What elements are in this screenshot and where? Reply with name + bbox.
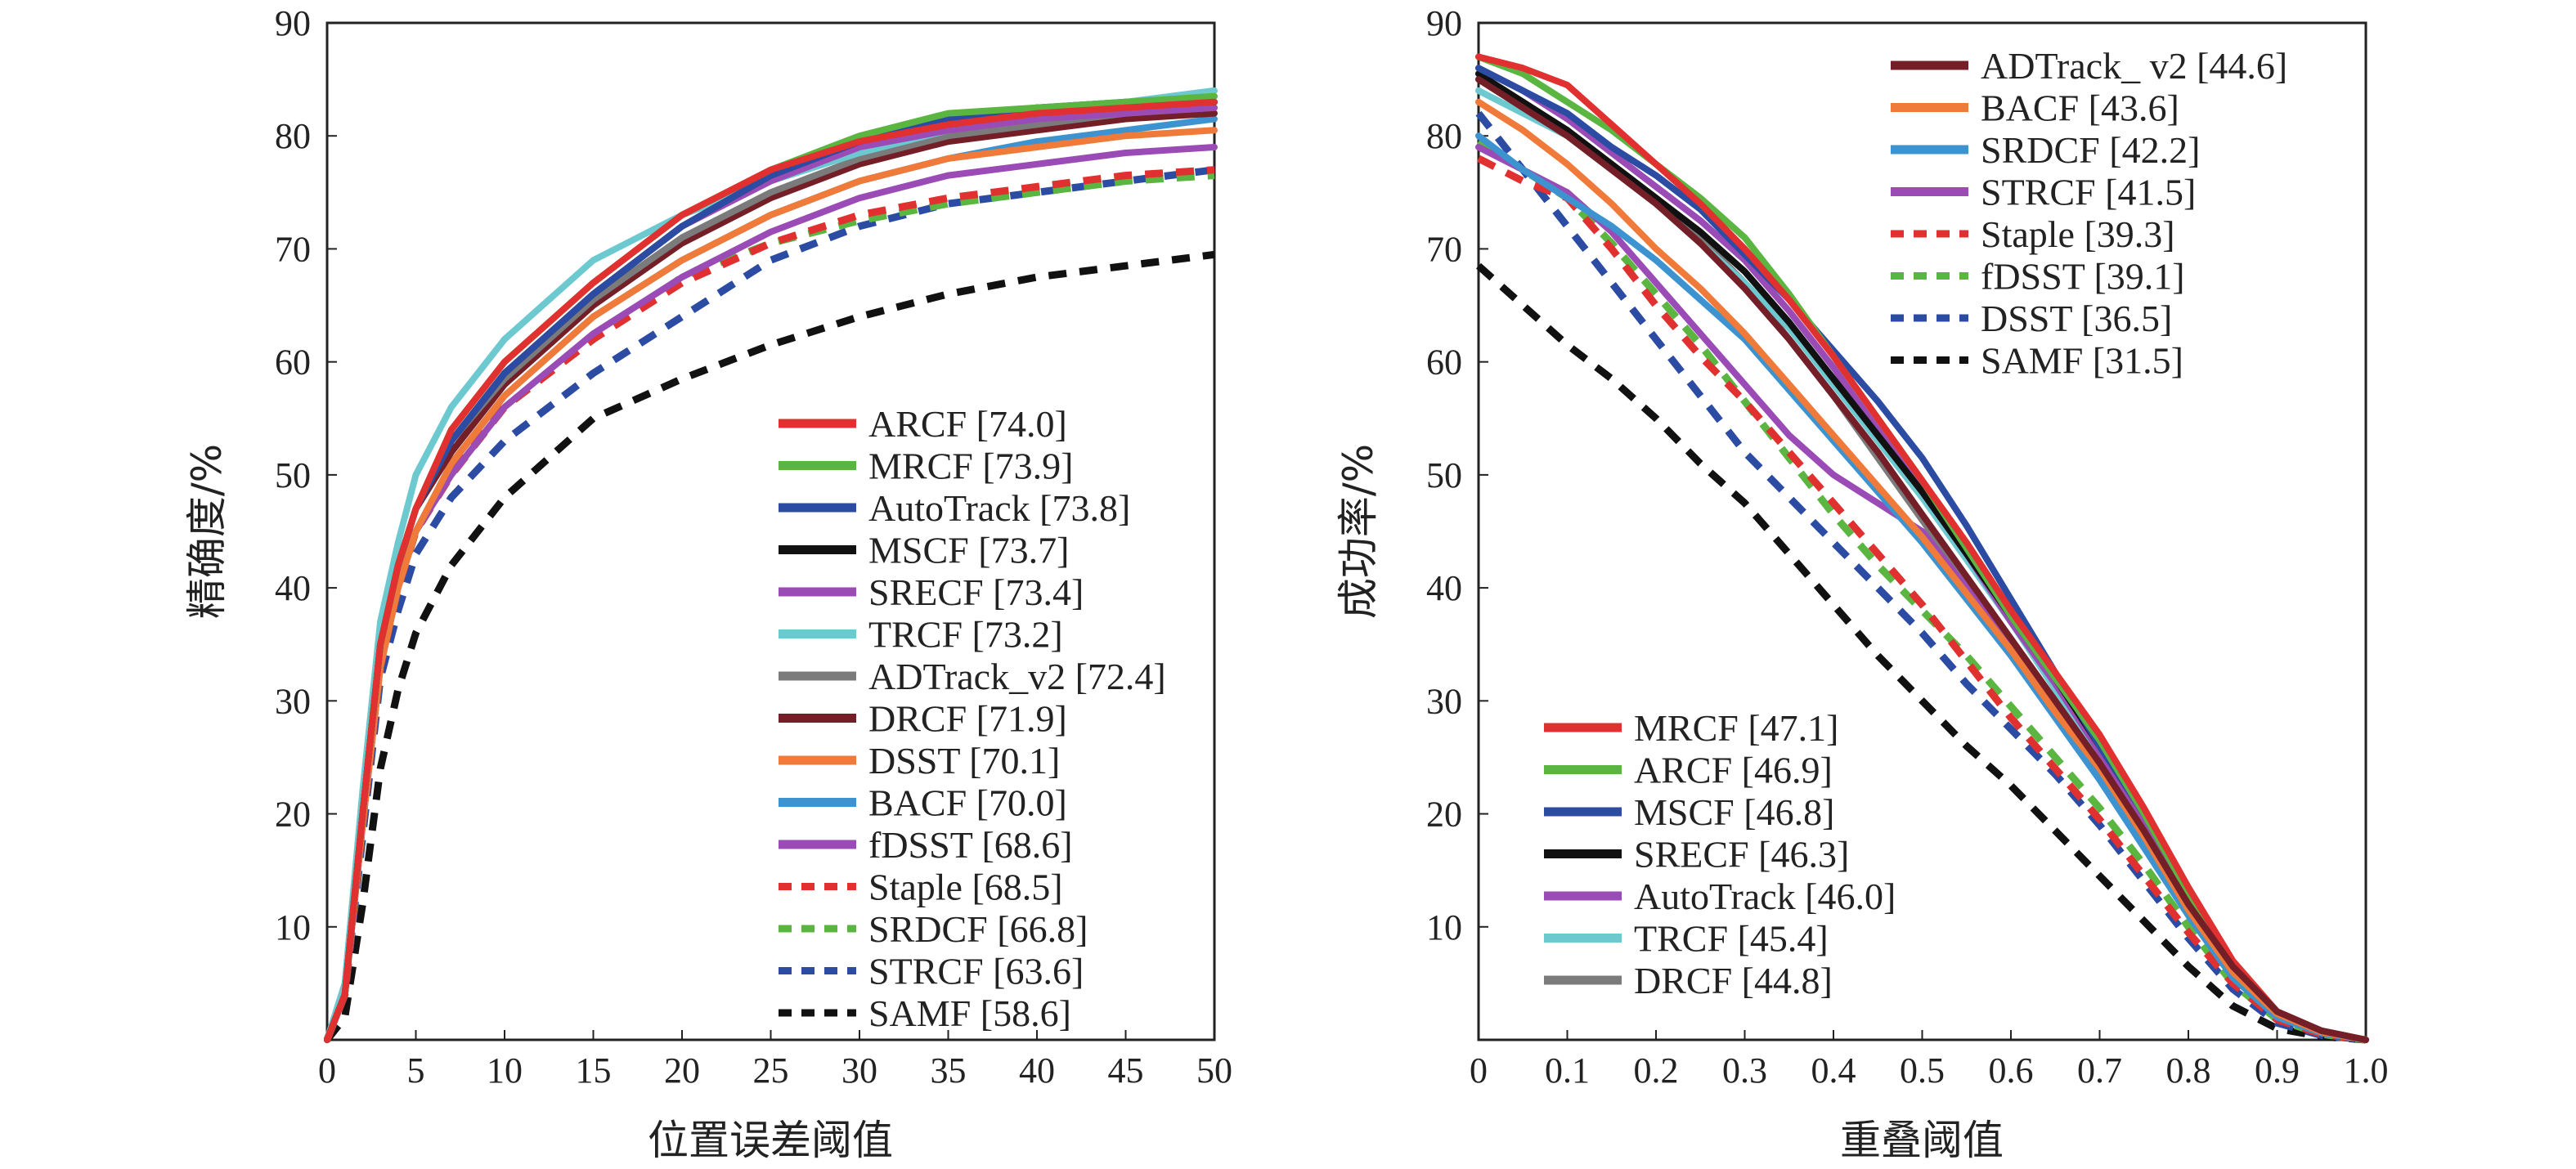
series-line-fdsst-39-1 bbox=[1476, 138, 2367, 1044]
y-tick-label: 20 bbox=[1426, 795, 1462, 835]
legend-label-staple-68-5: Staple [68.5] bbox=[868, 867, 1063, 908]
y-tick-label: 20 bbox=[275, 795, 311, 835]
legend-label-srdcf-66-8: SRDCF [66.8] bbox=[868, 908, 1088, 950]
series-line-staple-39-3 bbox=[1476, 155, 2367, 1044]
x-tick-label: 5 bbox=[407, 1050, 425, 1091]
precision-xlabel: 位置误差阈值 bbox=[648, 1117, 893, 1164]
legend-label-adtrack-v2-72-4: ADTrack_v2 [72.4] bbox=[868, 656, 1166, 697]
x-tick-label: 0.4 bbox=[1811, 1050, 1856, 1091]
series-line-arcf-74-0 bbox=[324, 98, 1218, 1043]
x-tick-label: 20 bbox=[664, 1050, 700, 1091]
legend-label-mscf-73-7: MSCF [73.7] bbox=[868, 530, 1069, 571]
series-line-samf-58-6 bbox=[324, 250, 1215, 1042]
x-tick-label: 10 bbox=[487, 1050, 523, 1091]
legend-label-srdcf-42-2: SRDCF [42.2] bbox=[1981, 129, 2200, 171]
legend-label-fdsst-39-1: fDSST [39.1] bbox=[1981, 256, 2185, 298]
x-tick-label: 30 bbox=[841, 1050, 877, 1091]
legend-label-trcf-73-2: TRCF [73.2] bbox=[868, 614, 1063, 656]
series-line-adtrack-v2-44-6 bbox=[1475, 76, 2369, 1043]
legend-label-arcf-46-9: ARCF [46.9] bbox=[1634, 750, 1833, 791]
legend-label-mscf-46-8: MSCF [46.8] bbox=[1634, 791, 1834, 833]
series-line-samf-31-5 bbox=[1476, 262, 2367, 1044]
y-tick-label: 70 bbox=[1426, 229, 1462, 269]
y-tick-label: 10 bbox=[275, 907, 311, 947]
x-tick-label: 40 bbox=[1019, 1050, 1055, 1091]
y-tick-label: 50 bbox=[1426, 455, 1462, 495]
series-line-mrcf-47-1 bbox=[1475, 53, 2369, 1043]
legend-label-dsst-36-5: DSST [36.5] bbox=[1981, 298, 2172, 339]
success-xlabel: 重叠阈值 bbox=[1840, 1117, 2004, 1164]
legend-label-dsst-70-1: DSST [70.1] bbox=[868, 740, 1060, 782]
y-tick-label: 90 bbox=[1426, 3, 1462, 43]
x-tick-label: 0.3 bbox=[1722, 1050, 1767, 1091]
y-tick-label: 70 bbox=[275, 229, 311, 269]
series-line-dsst-36-5 bbox=[1475, 110, 2367, 1044]
legend-label-srecf-46-3: SRECF [46.3] bbox=[1634, 834, 1849, 876]
x-tick-label: 1.0 bbox=[2344, 1050, 2389, 1091]
x-tick-label: 0.1 bbox=[1545, 1050, 1590, 1091]
legend-label-strcf-41-5: STRCF [41.5] bbox=[1981, 172, 2196, 213]
legend-label-arcf-74-0: ARCF [74.0] bbox=[868, 403, 1067, 445]
y-tick-label: 80 bbox=[1426, 116, 1462, 156]
legend-label-samf-31-5: SAMF [31.5] bbox=[1981, 340, 2183, 382]
y-tick-label: 50 bbox=[275, 455, 311, 495]
y-tick-label: 40 bbox=[275, 568, 311, 608]
precision-ylabel: 精确度/% bbox=[183, 444, 231, 619]
legend-label-trcf-45-4: TRCF [45.4] bbox=[1634, 918, 1829, 960]
x-tick-label: 0.9 bbox=[2255, 1050, 2300, 1091]
series-line-bacf-43-6 bbox=[1475, 98, 2369, 1043]
legend-label-autotrack-73-8: AutoTrack [73.8] bbox=[868, 487, 1130, 529]
x-tick-label: 0.6 bbox=[1989, 1050, 2034, 1091]
success-legend-top: ADTrack_ v2 [44.6]BACF [43.6]SRDCF [42.2… bbox=[1891, 45, 2287, 382]
x-tick-label: 0.2 bbox=[1634, 1050, 1679, 1091]
y-tick-label: 80 bbox=[275, 116, 311, 156]
x-tick-label: 0.7 bbox=[2077, 1050, 2122, 1091]
series-line-srdcf-42-2 bbox=[1475, 132, 2369, 1043]
legend-label-mrcf-47-1: MRCF [47.1] bbox=[1634, 707, 1838, 749]
legend-label-adtrack-v2-44-6: ADTrack_ v2 [44.6] bbox=[1981, 45, 2287, 87]
y-tick-label: 30 bbox=[275, 681, 311, 721]
legend-label-drcf-71-9: DRCF [71.9] bbox=[868, 698, 1067, 740]
x-tick-label: 45 bbox=[1108, 1050, 1144, 1091]
success-ticks: 0 0.1 0.2 0.3 0.4 0.5 0.6 0.7 0.8 0.9 1.0 10 20 30 40 5… bbox=[1426, 3, 2389, 1091]
x-tick-label: 15 bbox=[576, 1050, 612, 1091]
legend-label-bacf-43-6: BACF [43.6] bbox=[1981, 87, 2179, 129]
legend-label-mrcf-73-9: MRCF [73.9] bbox=[868, 446, 1073, 487]
x-tick-label: 0 bbox=[318, 1050, 336, 1091]
y-tick-label: 30 bbox=[1426, 681, 1462, 721]
y-tick-label: 10 bbox=[1426, 907, 1462, 947]
precision-plot: 0 5 10 15 20 25 30 35 40 45 50 10 20 30 40 50 60 70 80 90 位… bbox=[183, 3, 1232, 1164]
x-tick-label: 0 bbox=[1470, 1050, 1488, 1091]
precision-series bbox=[323, 87, 1218, 1043]
legend-label-bacf-70-0: BACF [70.0] bbox=[868, 782, 1067, 824]
legend-label-strcf-63-6: STRCF [63.6] bbox=[868, 951, 1084, 992]
y-tick-label: 40 bbox=[1426, 568, 1462, 608]
x-tick-label: 0.8 bbox=[2166, 1050, 2211, 1091]
success-ylabel: 成功率/% bbox=[1335, 444, 1382, 619]
y-tick-label: 90 bbox=[275, 3, 311, 43]
legend-label-samf-58-6: SAMF [58.6] bbox=[868, 992, 1071, 1034]
precision-legend: ARCF [74.0]MRCF [73.9]AutoTrack [73.8]MS… bbox=[779, 403, 1166, 1034]
y-tick-label: 60 bbox=[275, 343, 311, 383]
success-series bbox=[1475, 53, 2369, 1044]
success-plot: 0 0.1 0.2 0.3 0.4 0.5 0.6 0.7 0.8 0.9 1.0 10 20 30 40 5… bbox=[1335, 3, 2389, 1164]
x-tick-label: 25 bbox=[753, 1050, 789, 1091]
x-tick-label: 50 bbox=[1196, 1050, 1232, 1091]
x-tick-label: 0.5 bbox=[1900, 1050, 1945, 1091]
precision-ticks: 0 5 10 15 20 25 30 35 40 45 50 10 20 30 40 50 60 70 80 90 bbox=[275, 3, 1232, 1091]
legend-label-fdsst-68-6: fDSST [68.6] bbox=[868, 824, 1073, 866]
success-legend-bottom: MRCF [47.1]ARCF [46.9]MSCF [46.8]SRECF [… bbox=[1544, 707, 1896, 1001]
legend-label-autotrack-46-0: AutoTrack [46.0] bbox=[1634, 876, 1896, 917]
legend-label-staple-39-3: Staple [39.3] bbox=[1981, 213, 2175, 255]
legend-label-drcf-44-8: DRCF [44.8] bbox=[1634, 960, 1833, 1001]
x-tick-label: 35 bbox=[931, 1050, 967, 1091]
y-tick-label: 60 bbox=[1426, 343, 1462, 383]
legend-label-srecf-73-4: SRECF [73.4] bbox=[868, 571, 1084, 613]
